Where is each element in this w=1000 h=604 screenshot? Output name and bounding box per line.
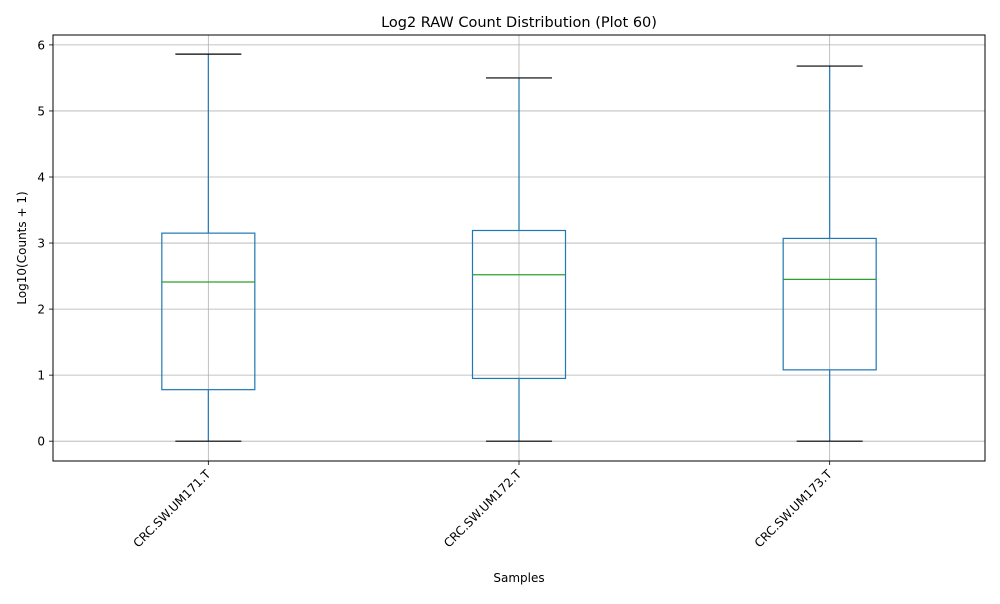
x-tick-label: CRC.SW.UM172.T bbox=[441, 467, 525, 551]
y-tick-label: 2 bbox=[37, 303, 45, 317]
iqr-box bbox=[782, 237, 877, 371]
y-tick-label: 1 bbox=[37, 369, 45, 383]
iqr-box bbox=[161, 232, 256, 391]
chart-title: Log2 RAW Count Distribution (Plot 60) bbox=[381, 15, 657, 31]
x-tick-label: CRC.SW.UM171.T bbox=[130, 467, 214, 551]
box-layer bbox=[161, 53, 877, 442]
y-tick-label: 6 bbox=[37, 38, 45, 52]
y-tick-label: 0 bbox=[37, 435, 45, 449]
y-tick-label: 3 bbox=[37, 237, 45, 251]
y-axis-label: Log10(Counts + 1) bbox=[15, 191, 29, 304]
iqr-box bbox=[471, 229, 567, 380]
x-axis-label: Samples bbox=[493, 571, 544, 585]
y-tick-label: 4 bbox=[37, 171, 45, 185]
tick-layer: 0 1 2 3 4 5 6 CRC.SW.UM171.T CRC.SW.UM172.T CRC.S… bbox=[37, 38, 835, 550]
x-tick-label: CRC.SW.UM173.T bbox=[752, 467, 836, 551]
y-tick-label: 5 bbox=[37, 104, 45, 118]
